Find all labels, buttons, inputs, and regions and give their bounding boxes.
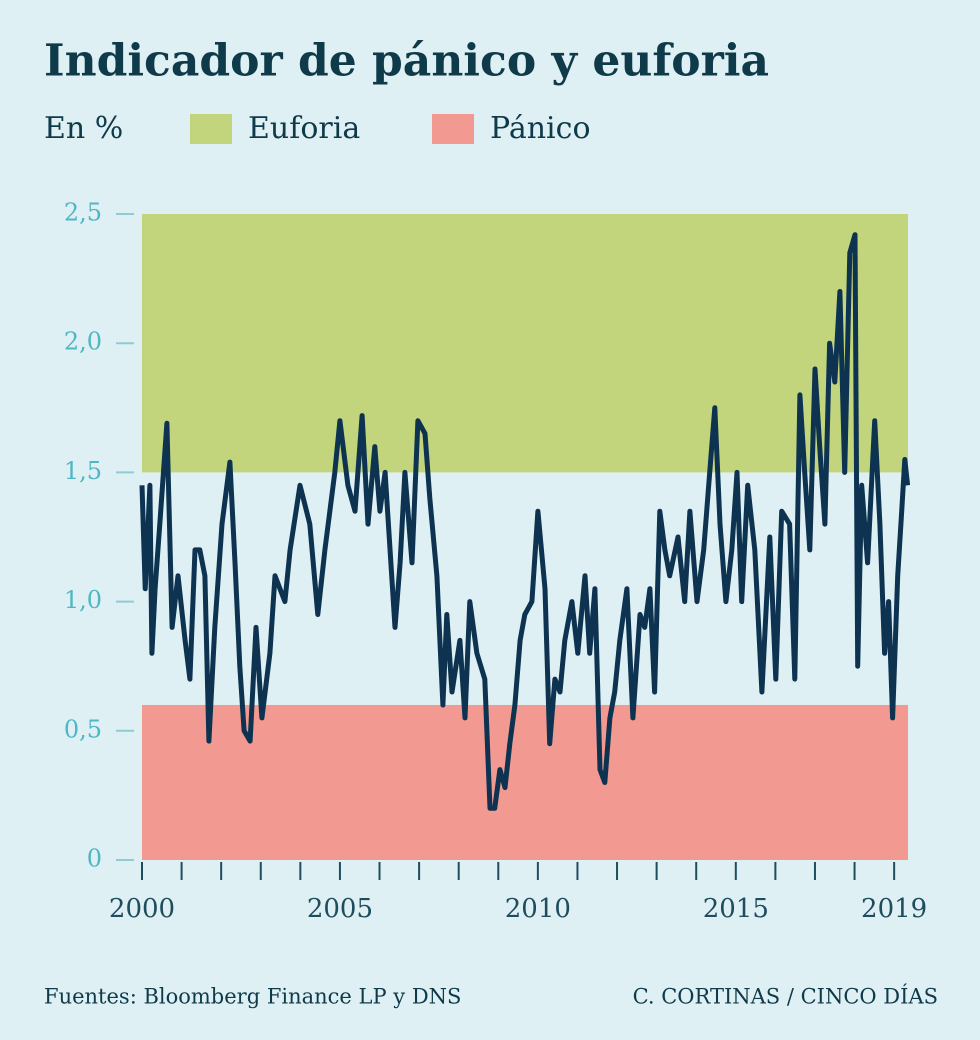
subtitle: En % xyxy=(44,111,123,146)
chart-title: Indicador de pánico y euforia xyxy=(44,36,769,87)
x-tick-label: 2019 xyxy=(861,894,927,924)
data-line xyxy=(139,232,911,811)
band xyxy=(142,704,908,860)
y-tick-label: 0,5 xyxy=(64,715,102,743)
x-tick-label: 2000 xyxy=(109,894,175,924)
legend-swatch xyxy=(190,114,232,144)
y-tick-label: 1,0 xyxy=(64,586,102,614)
y-tick-label: 1,5 xyxy=(64,457,102,485)
legend-swatch xyxy=(432,114,474,144)
legend-label: Pánico xyxy=(490,111,591,146)
y-tick-label: 0 xyxy=(87,845,102,873)
source: Fuentes: Bloomberg Finance LP y DNS xyxy=(44,985,461,1009)
y-tick-label: 2,0 xyxy=(64,328,102,356)
x-tick-label: 2010 xyxy=(505,894,571,924)
x-tick-label: 2015 xyxy=(703,894,769,924)
x-tick-label: 2005 xyxy=(307,894,373,924)
credit: C. CORTINAS / CINCO DÍAS xyxy=(633,985,938,1009)
band xyxy=(142,214,908,473)
legend-label: Euforia xyxy=(248,111,360,146)
y-tick-label: 2,5 xyxy=(64,199,102,227)
